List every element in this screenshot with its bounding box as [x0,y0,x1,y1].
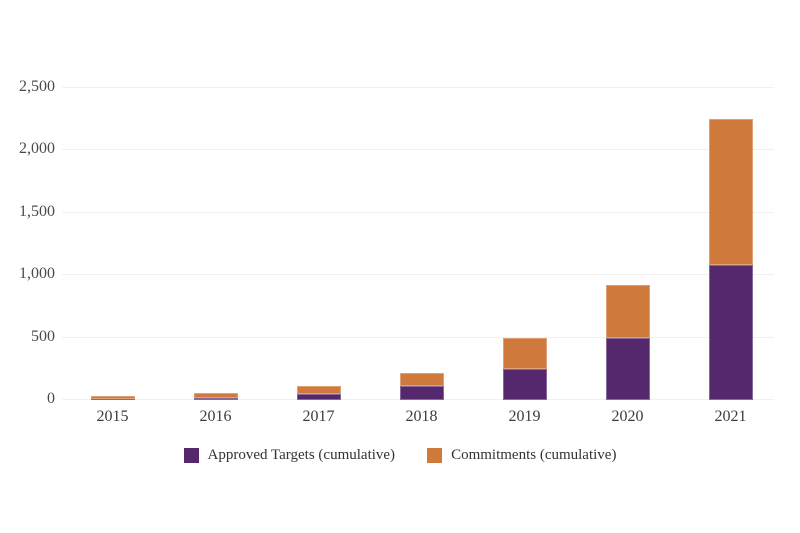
bar-segment-approved-targets-2020 [605,338,650,400]
gridline [62,274,774,275]
x-axis-label-2017: 2017 [302,408,335,425]
legend: Approved Targets (cumulative) Commitment… [0,446,800,464]
y-axis-tick-label: 1,000 [19,265,55,283]
y-axis-tick-label: 0 [47,390,55,407]
gridline [62,212,774,213]
bar-segment-commitments-2017 [296,386,341,394]
plot-area [62,87,774,400]
bar-segment-commitments-2020 [605,285,650,339]
bar-segment-commitments-2021 [708,119,753,266]
bar-segment-commitments-2019 [502,338,547,369]
x-axis-label-2021: 2021 [714,408,747,425]
y-axis-tick-label: 500 [31,327,55,345]
bar-segment-approved-targets-2018 [399,385,444,400]
bar-segment-approved-targets-2017 [296,393,341,400]
legend-item-approved-targets: Approved Targets (cumulative) [183,446,396,464]
bar-segment-commitments-2018 [399,373,444,386]
legend-label-commitments: Commitments (cumulative) [451,447,617,463]
gridline [62,337,774,338]
legend-swatch-approved-targets [183,447,199,463]
legend-item-commitments: Commitments (cumulative) [427,446,616,464]
x-axis-label-2016: 2016 [199,408,232,425]
x-axis-label-2020: 2020 [611,408,644,425]
bar-segment-approved-targets-2019 [502,368,547,400]
bar-segment-approved-targets-2015 [90,399,135,400]
y-axis-tick-label: 1,500 [19,202,55,220]
x-axis-label-2015: 2015 [96,408,129,425]
legend-label-approved-targets: Approved Targets (cumulative) [207,447,396,463]
bar-segment-commitments-2016 [193,392,238,399]
bar-segment-approved-targets-2021 [708,265,753,400]
bar-segment-commitments-2015 [90,396,135,400]
x-axis-label-2018: 2018 [405,408,438,425]
gridline [62,87,774,88]
y-axis-tick-label: 2,500 [19,78,55,95]
bar-segment-approved-targets-2016 [193,398,238,400]
legend-swatch-commitments [427,447,443,463]
y-axis-tick-label: 2,000 [19,140,55,158]
gridline [62,149,774,150]
x-axis-label-2019: 2019 [508,408,541,425]
